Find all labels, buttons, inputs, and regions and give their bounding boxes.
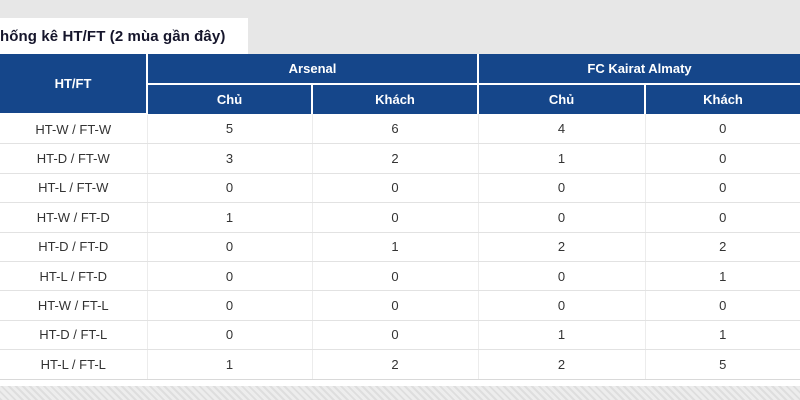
- table-row: HT-D / FT-W 3 2 1 0: [0, 143, 800, 174]
- stat-value: 0: [147, 261, 313, 292]
- col-header-arsenal-home: Chủ: [147, 84, 313, 114]
- col-header-kairat-home: Chủ: [478, 84, 647, 114]
- row-label: HT-D / FT-L: [0, 320, 148, 351]
- stat-value: 0: [147, 290, 313, 321]
- row-label: HT-W / FT-L: [0, 290, 148, 321]
- row-label: HT-W / FT-W: [0, 114, 148, 145]
- stat-value: 5: [147, 114, 313, 145]
- col-header-team-arsenal: Arsenal: [147, 54, 480, 85]
- stat-value: 0: [478, 202, 646, 233]
- stat-value: 1: [478, 320, 646, 351]
- table-header: HT/FT Arsenal FC Kairat Almaty Chủ Khách…: [0, 54, 800, 115]
- title-strip: hống kê HT/FT (2 mùa gần đây): [0, 18, 248, 54]
- stat-value: 2: [478, 349, 646, 380]
- stat-value: 0: [312, 320, 479, 351]
- stat-value: 1: [147, 202, 313, 233]
- stat-value: 0: [147, 173, 313, 204]
- table-row: HT-D / FT-D 0 1 2 2: [0, 232, 800, 262]
- col-header-kairat-away: Khách: [645, 84, 800, 114]
- table-row: HT-L / FT-W 0 0 0 0: [0, 173, 800, 204]
- row-label: HT-L / FT-D: [0, 261, 148, 292]
- htft-table-body: HT-W / FT-W 5 6 4 0 HT-D / FT-W 3 2 1 0 HT-L / FT-…: [0, 114, 800, 380]
- stat-value: 0: [645, 290, 800, 321]
- stat-value: 1: [645, 261, 800, 292]
- row-label: HT-L / FT-W: [0, 173, 148, 204]
- stat-value: 4: [478, 114, 646, 145]
- htft-stats-table: HT/FT Arsenal FC Kairat Almaty Chủ Khách…: [0, 54, 800, 380]
- col-header-arsenal-away: Khách: [312, 84, 480, 114]
- sub-header-row: Chủ Khách Chủ Khách: [0, 84, 800, 114]
- stat-value: 0: [312, 261, 479, 292]
- stat-value: 1: [312, 232, 479, 262]
- stat-value: 1: [147, 349, 313, 380]
- stat-value: 0: [147, 320, 313, 351]
- stat-value: 2: [645, 232, 800, 262]
- stat-value: 5: [645, 349, 800, 380]
- stat-value: 1: [645, 320, 800, 351]
- stat-value: 2: [478, 232, 646, 262]
- stat-value: 0: [312, 173, 479, 204]
- stat-value: 0: [478, 290, 646, 321]
- stat-value: 0: [645, 114, 800, 145]
- page-title: hống kê HT/FT (2 mùa gần đây): [0, 27, 226, 45]
- bottom-hatch-band: [0, 386, 800, 400]
- col-header-htft: HT/FT: [0, 54, 148, 115]
- stat-value: 0: [645, 202, 800, 233]
- row-label: HT-W / FT-D: [0, 202, 148, 233]
- stat-value: 0: [312, 290, 479, 321]
- table-row: HT-W / FT-D 1 0 0 0: [0, 202, 800, 233]
- stat-value: 0: [478, 261, 646, 292]
- row-label: HT-L / FT-L: [0, 349, 148, 380]
- col-header-team-kairat: FC Kairat Almaty: [478, 54, 800, 85]
- row-label: HT-D / FT-D: [0, 232, 148, 262]
- stat-value: 0: [478, 173, 646, 204]
- team-header-row: HT/FT Arsenal FC Kairat Almaty: [0, 54, 800, 115]
- stat-value: 3: [147, 143, 313, 174]
- stat-value: 2: [312, 349, 479, 380]
- stat-value: 6: [312, 114, 479, 145]
- stat-value: 1: [478, 143, 646, 174]
- row-label: HT-D / FT-W: [0, 143, 148, 174]
- table-row: HT-L / FT-D 0 0 0 1: [0, 261, 800, 292]
- table-row: HT-L / FT-L 1 2 2 5: [0, 349, 800, 380]
- stat-value: 0: [645, 143, 800, 174]
- table-row: HT-D / FT-L 0 0 1 1: [0, 320, 800, 351]
- table-row: HT-W / FT-L 0 0 0 0: [0, 290, 800, 321]
- stat-value: 2: [312, 143, 479, 174]
- stat-value: 0: [312, 202, 479, 233]
- stat-value: 0: [147, 232, 313, 262]
- table-row: HT-W / FT-W 5 6 4 0: [0, 114, 800, 145]
- stat-value: 0: [645, 173, 800, 204]
